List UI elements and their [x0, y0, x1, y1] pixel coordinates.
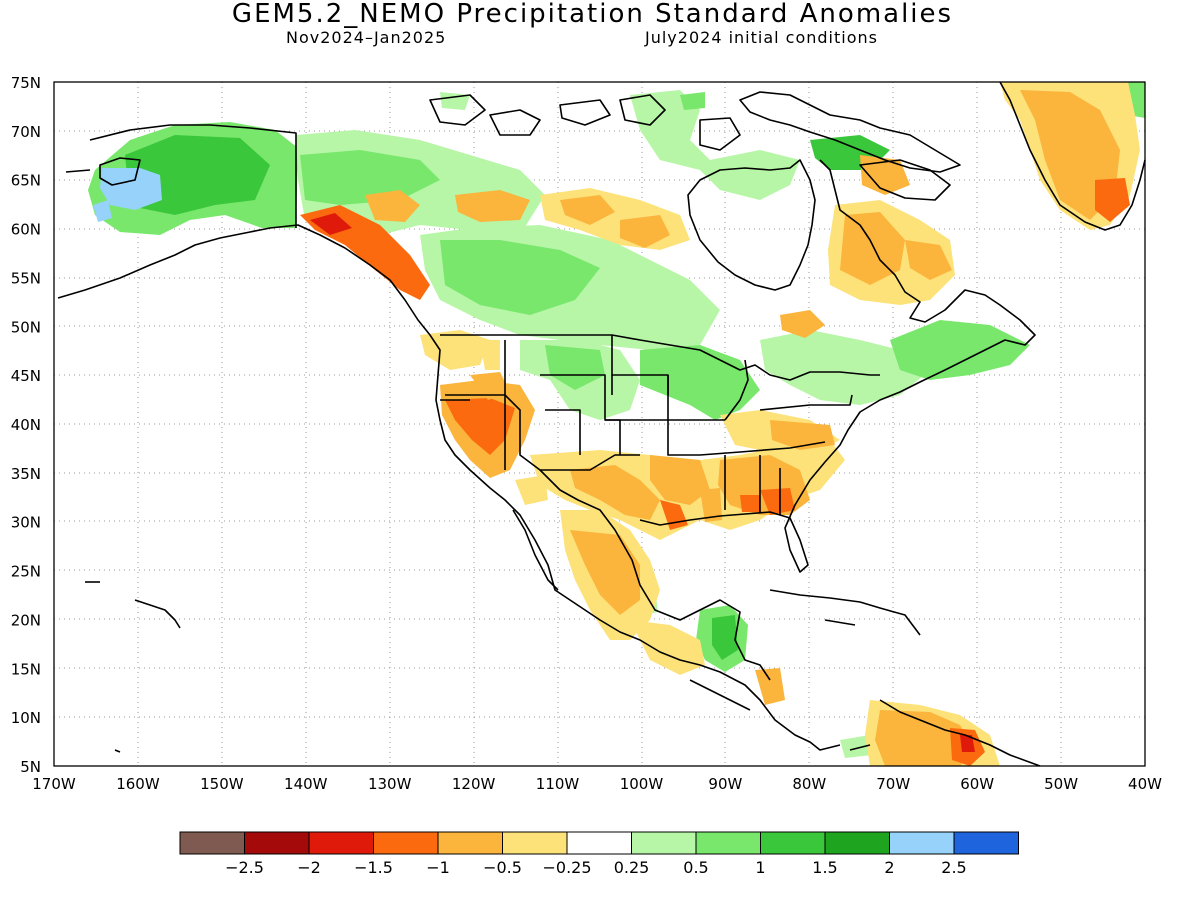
colorbar-swatch: [373, 831, 439, 855]
colorbar-tick-label: 2.5: [941, 858, 966, 877]
plot-frame: [53, 81, 1146, 767]
lon-label: 60W: [960, 775, 994, 793]
colorbar-swatch: [179, 831, 245, 855]
colorbar-swatch: [308, 831, 374, 855]
colorbar-tick-label: −1: [426, 858, 450, 877]
dry-anomaly-areas: [300, 82, 1140, 766]
colorbar-tick-label: −0.5: [483, 858, 522, 877]
forecast-period: Nov2024–Jan2025: [286, 28, 447, 47]
initial-conditions: July2024 initial conditions: [645, 28, 878, 47]
colorbar-labels: −2.5 −2 −1.5 −1 −0.5 −0.25 0.25 0.5 1 1.5 2 2.5: [225, 858, 967, 877]
longitude-axis-labels: 170W 160W 150W 140W 130W 120W 110W 100W 90W 80W 70…: [32, 775, 1162, 793]
lon-label: 130W: [368, 775, 412, 793]
lat-label: 25N: [11, 563, 41, 581]
lat-label: 55N: [11, 269, 41, 287]
wet-anomaly-areas: [88, 82, 1145, 758]
lon-label: 120W: [452, 775, 496, 793]
colorbar-swatch: [760, 831, 826, 855]
lat-label: 75N: [11, 74, 41, 92]
colorbar-tick-label: −2: [297, 858, 321, 877]
coastlines-and-borders: [57, 81, 1146, 767]
lon-label: 100W: [620, 775, 664, 793]
colorbar-swatch: [631, 831, 697, 855]
lon-label: 40W: [1128, 775, 1162, 793]
lon-label: 160W: [116, 775, 160, 793]
map-title: GEM5.2_NEMO Precipitation Standard Anoma…: [231, 0, 954, 29]
colorbar-tick-label: 1.5: [812, 858, 837, 877]
colorbar-swatch: [437, 831, 503, 855]
lat-label: 45N: [11, 367, 41, 385]
lon-label: 70W: [876, 775, 910, 793]
colorbar-tick-label: 1: [755, 858, 765, 877]
lat-label: 50N: [11, 318, 41, 336]
lat-label: 5N: [20, 758, 41, 776]
lat-label: 30N: [11, 514, 41, 532]
colorbar-tick-label: 2: [884, 858, 894, 877]
lon-label: 170W: [32, 775, 76, 793]
colorbar-tick-label: 0.5: [683, 858, 708, 877]
lon-label: 50W: [1044, 775, 1078, 793]
lat-label: 15N: [11, 660, 41, 678]
lon-label: 150W: [200, 775, 244, 793]
colorbar-swatch: [953, 831, 1019, 855]
lon-label: 90W: [708, 775, 742, 793]
lat-label: 70N: [11, 123, 41, 141]
colorbar-swatch: [889, 831, 955, 855]
lat-label: 20N: [11, 611, 41, 629]
colorbar-tick-label: −2.5: [225, 858, 264, 877]
colorbar-swatch: [566, 831, 632, 855]
lon-label: 110W: [536, 775, 580, 793]
colorbar-tick-label: −1.5: [354, 858, 393, 877]
colorbar-tick-label: −0.25: [542, 858, 591, 877]
colorbar-legend: [179, 831, 1019, 855]
lon-label: 140W: [284, 775, 328, 793]
colorbar-swatch: [695, 831, 761, 855]
colorbar-swatch: [824, 831, 890, 855]
lat-label: 60N: [11, 221, 41, 239]
lat-label: 40N: [11, 416, 41, 434]
lon-label: 80W: [792, 775, 826, 793]
lat-label: 35N: [11, 465, 41, 483]
colorbar-swatch: [502, 831, 568, 855]
lat-label: 65N: [11, 172, 41, 190]
latitude-axis-labels: 75N 70N 65N 60N 55N 50N 45N 40N 35N 30N 25N 20N 15N 1…: [11, 74, 41, 776]
lat-label: 10N: [11, 709, 41, 727]
colorbar-tick-label: 0.25: [614, 858, 650, 877]
colorbar-swatch: [244, 831, 310, 855]
